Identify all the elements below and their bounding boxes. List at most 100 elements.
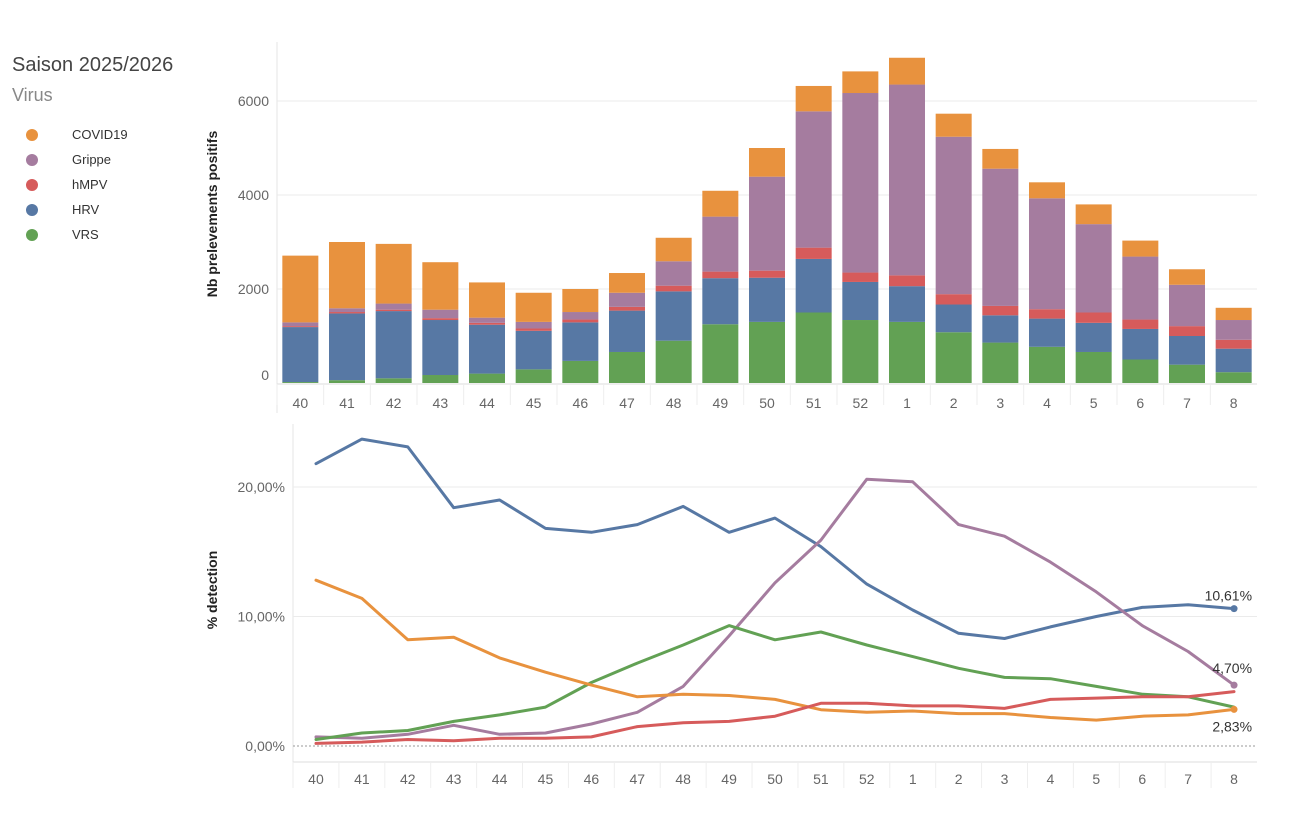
bar-segment-grippe[interactable] xyxy=(842,93,879,273)
bar-segment-grippe[interactable] xyxy=(282,322,319,327)
bar-segment-grippe[interactable] xyxy=(749,176,785,271)
bar-segment-hrv[interactable] xyxy=(889,286,925,322)
bar-segment-vrs[interactable] xyxy=(749,321,785,383)
bar-segment-vrs[interactable] xyxy=(1075,351,1112,383)
bar-segment-grippe[interactable] xyxy=(655,261,692,286)
bar-segment-grippe[interactable] xyxy=(1029,198,1065,310)
bar-segment-hrv[interactable] xyxy=(422,320,459,376)
bar-segment-hrv[interactable] xyxy=(1169,336,1205,365)
end-point-covid19[interactable] xyxy=(1230,705,1238,713)
legend-item-vrs[interactable]: VRS xyxy=(12,222,212,247)
bar-segment-hrv[interactable] xyxy=(1075,322,1112,352)
bar-segment-hmpv[interactable] xyxy=(842,272,879,282)
bar-segment-vrs[interactable] xyxy=(889,321,925,383)
bar-segment-hmpv[interactable] xyxy=(562,319,599,323)
bar-segment-covid19[interactable] xyxy=(1075,204,1112,225)
bar-segment-hrv[interactable] xyxy=(282,327,319,383)
bar-segment-hrv[interactable] xyxy=(1122,328,1159,360)
bar-segment-vrs[interactable] xyxy=(609,351,645,383)
bar-segment-grippe[interactable] xyxy=(702,216,739,272)
bar-segment-hmpv[interactable] xyxy=(749,270,785,278)
bar-segment-hrv[interactable] xyxy=(329,313,365,381)
line-series-covid19[interactable] xyxy=(314,578,1236,722)
bar-segment-vrs[interactable] xyxy=(795,312,832,384)
bar-segment-hmpv[interactable] xyxy=(889,275,925,287)
line-series-vrs[interactable] xyxy=(314,624,1236,741)
bar-segment-covid19[interactable] xyxy=(1215,307,1252,321)
bar-segment-covid19[interactable] xyxy=(469,282,505,318)
line-series-hmpv[interactable] xyxy=(314,690,1236,745)
bar-segment-hmpv[interactable] xyxy=(655,285,692,292)
bar-segment-grippe[interactable] xyxy=(515,321,552,329)
bar-segment-hrv[interactable] xyxy=(1029,318,1065,347)
bar-segment-hrv[interactable] xyxy=(609,310,645,352)
bar-segment-vrs[interactable] xyxy=(655,340,692,383)
bar-segment-hmpv[interactable] xyxy=(1029,309,1065,319)
legend-item-covid19[interactable]: COVID19 xyxy=(12,122,212,147)
bar-segment-covid19[interactable] xyxy=(282,255,319,323)
bar-segment-grippe[interactable] xyxy=(795,111,832,248)
bar-segment-grippe[interactable] xyxy=(1122,256,1159,320)
bar-segment-hmpv[interactable] xyxy=(935,294,972,305)
bar-segment-covid19[interactable] xyxy=(702,190,739,217)
bar-segment-grippe[interactable] xyxy=(1075,224,1112,313)
bar-segment-hmpv[interactable] xyxy=(1169,326,1205,336)
bar-segment-covid19[interactable] xyxy=(889,57,925,85)
bar-segment-hmpv[interactable] xyxy=(1215,339,1252,349)
bar-segment-hmpv[interactable] xyxy=(422,318,459,321)
bar-segment-hrv[interactable] xyxy=(469,324,505,374)
bar-segment-hmpv[interactable] xyxy=(1075,312,1112,323)
bar-segment-hmpv[interactable] xyxy=(702,271,739,279)
bar-segment-hmpv[interactable] xyxy=(1122,319,1159,329)
bar-segment-hrv[interactable] xyxy=(702,278,739,325)
bar-segment-grippe[interactable] xyxy=(422,309,459,319)
bar-segment-covid19[interactable] xyxy=(1169,269,1205,285)
bar-segment-hmpv[interactable] xyxy=(375,309,412,312)
bar-segment-vrs[interactable] xyxy=(982,342,1019,383)
bar-segment-vrs[interactable] xyxy=(562,360,599,383)
end-point-grippe[interactable] xyxy=(1230,681,1238,689)
bar-segment-hrv[interactable] xyxy=(655,291,692,341)
bar-segment-covid19[interactable] xyxy=(655,237,692,262)
bar-segment-covid19[interactable] xyxy=(935,113,972,137)
bar-segment-hmpv[interactable] xyxy=(795,247,832,259)
bar-segment-grippe[interactable] xyxy=(469,317,505,323)
bar-segment-grippe[interactable] xyxy=(329,308,365,313)
bar-segment-grippe[interactable] xyxy=(375,303,412,310)
bar-segment-covid19[interactable] xyxy=(422,262,459,310)
bar-segment-covid19[interactable] xyxy=(609,273,645,293)
bar-segment-covid19[interactable] xyxy=(842,71,879,94)
bar-segment-vrs[interactable] xyxy=(422,375,459,383)
line-series-grippe[interactable] xyxy=(314,477,1236,740)
bar-segment-covid19[interactable] xyxy=(375,243,412,304)
bar-segment-vrs[interactable] xyxy=(1169,364,1205,383)
legend-item-hmpv[interactable]: hMPV xyxy=(12,172,212,197)
bar-segment-vrs[interactable] xyxy=(1215,372,1252,383)
bar-segment-hmpv[interactable] xyxy=(329,312,365,314)
bar-segment-hrv[interactable] xyxy=(749,277,785,322)
bar-segment-grippe[interactable] xyxy=(1169,284,1205,327)
bar-segment-hrv[interactable] xyxy=(562,322,599,361)
bar-segment-vrs[interactable] xyxy=(515,369,552,383)
bar-segment-vrs[interactable] xyxy=(329,380,365,383)
bar-segment-covid19[interactable] xyxy=(329,242,365,309)
end-point-hrv[interactable] xyxy=(1230,605,1238,613)
bar-segment-hmpv[interactable] xyxy=(982,305,1019,316)
bar-segment-covid19[interactable] xyxy=(1029,182,1065,199)
bar-segment-covid19[interactable] xyxy=(515,292,552,322)
bar-segment-vrs[interactable] xyxy=(935,332,972,383)
legend-item-hrv[interactable]: HRV xyxy=(12,197,212,222)
bar-segment-vrs[interactable] xyxy=(842,320,879,383)
bar-segment-hrv[interactable] xyxy=(515,330,552,370)
bar-segment-covid19[interactable] xyxy=(562,289,599,313)
line-series-hrv[interactable] xyxy=(314,437,1236,640)
legend-item-grippe[interactable]: Grippe xyxy=(12,147,212,172)
bar-segment-hmpv[interactable] xyxy=(515,328,552,331)
bar-segment-vrs[interactable] xyxy=(469,373,505,383)
bar-segment-vrs[interactable] xyxy=(375,378,412,383)
bar-segment-vrs[interactable] xyxy=(702,324,739,383)
bar-segment-hmpv[interactable] xyxy=(282,326,319,328)
bar-segment-covid19[interactable] xyxy=(982,148,1019,169)
bar-segment-hmpv[interactable] xyxy=(609,306,645,311)
bar-segment-hrv[interactable] xyxy=(375,311,412,379)
